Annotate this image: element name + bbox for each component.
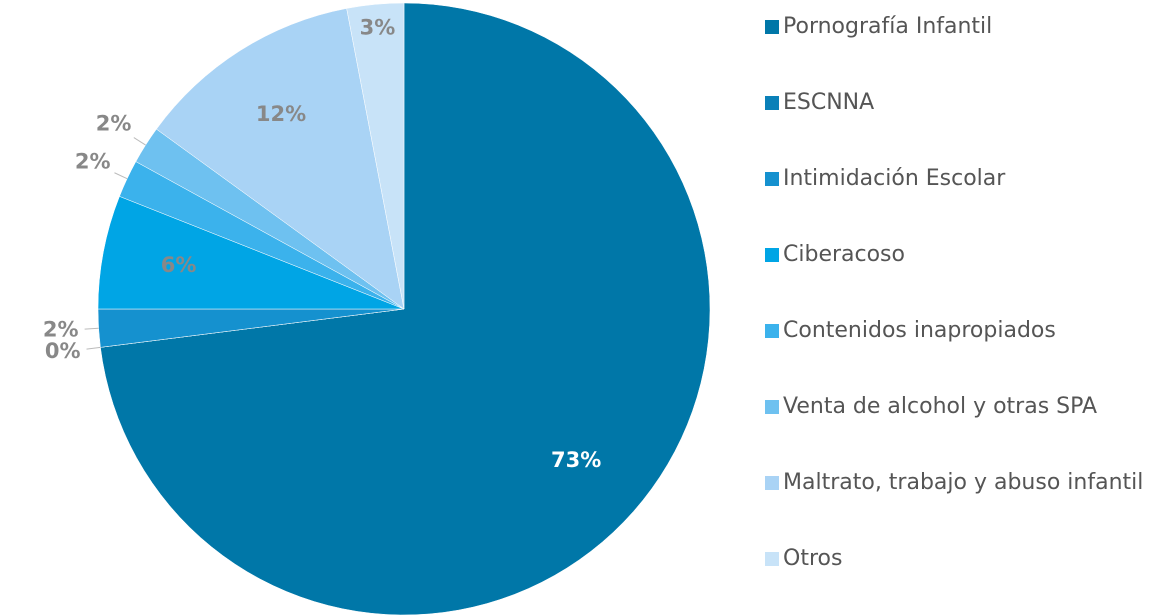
legend-item: Ciberacoso bbox=[765, 241, 1170, 269]
legend-swatch bbox=[765, 324, 779, 338]
legend-item: Venta de alcohol y otras SPA bbox=[765, 393, 1170, 421]
pie-slice bbox=[156, 8, 405, 310]
legend-swatch bbox=[765, 552, 779, 566]
pie-slice bbox=[346, 2, 405, 310]
legend-item: Contenidos inapropiados bbox=[765, 317, 1170, 345]
legend-item: Pornografía Infantil bbox=[765, 13, 1170, 41]
legend-item: Otros bbox=[765, 545, 1170, 573]
data-label: 2% bbox=[75, 150, 111, 174]
leader-line bbox=[84, 327, 99, 330]
leader-line bbox=[86, 346, 101, 350]
data-label: 12% bbox=[256, 102, 306, 126]
data-label: 73% bbox=[551, 448, 601, 472]
pie-area: 73%0%2%6%2%2% 12%3% bbox=[43, 2, 711, 615]
data-label: 6% bbox=[161, 253, 197, 277]
data-label: 3% bbox=[360, 16, 396, 40]
data-label: 2% bbox=[96, 112, 132, 136]
legend-item: Intimidación Escolar bbox=[765, 165, 1170, 193]
legend-swatch bbox=[765, 172, 779, 186]
legend-label: Pornografía Infantil bbox=[783, 14, 993, 39]
pie-slice bbox=[100, 2, 711, 615]
legend-swatch bbox=[765, 476, 779, 490]
legend-label: Otros bbox=[783, 546, 843, 571]
legend-label: Maltrato, trabajo y abuso infantil bbox=[783, 470, 1144, 495]
legend-label: Ciberacoso bbox=[783, 242, 905, 267]
legend-label: Contenidos inapropiados bbox=[783, 318, 1056, 343]
legend-swatch bbox=[765, 20, 779, 34]
legend-swatch bbox=[765, 400, 779, 414]
data-label: 0% bbox=[45, 339, 81, 363]
legend-label: Venta de alcohol y otras SPA bbox=[783, 394, 1098, 419]
data-label: 2% bbox=[43, 318, 79, 342]
legend-item: ESCNNA bbox=[765, 89, 1170, 117]
legend-swatch bbox=[765, 248, 779, 262]
legend-label: Intimidación Escolar bbox=[783, 166, 1006, 191]
legend-swatch bbox=[765, 96, 779, 110]
legend-label: ESCNNA bbox=[783, 90, 875, 115]
leader-line bbox=[114, 172, 128, 180]
leader-line bbox=[133, 137, 146, 146]
legend-item: Maltrato, trabajo y abuso infantil bbox=[765, 469, 1170, 497]
